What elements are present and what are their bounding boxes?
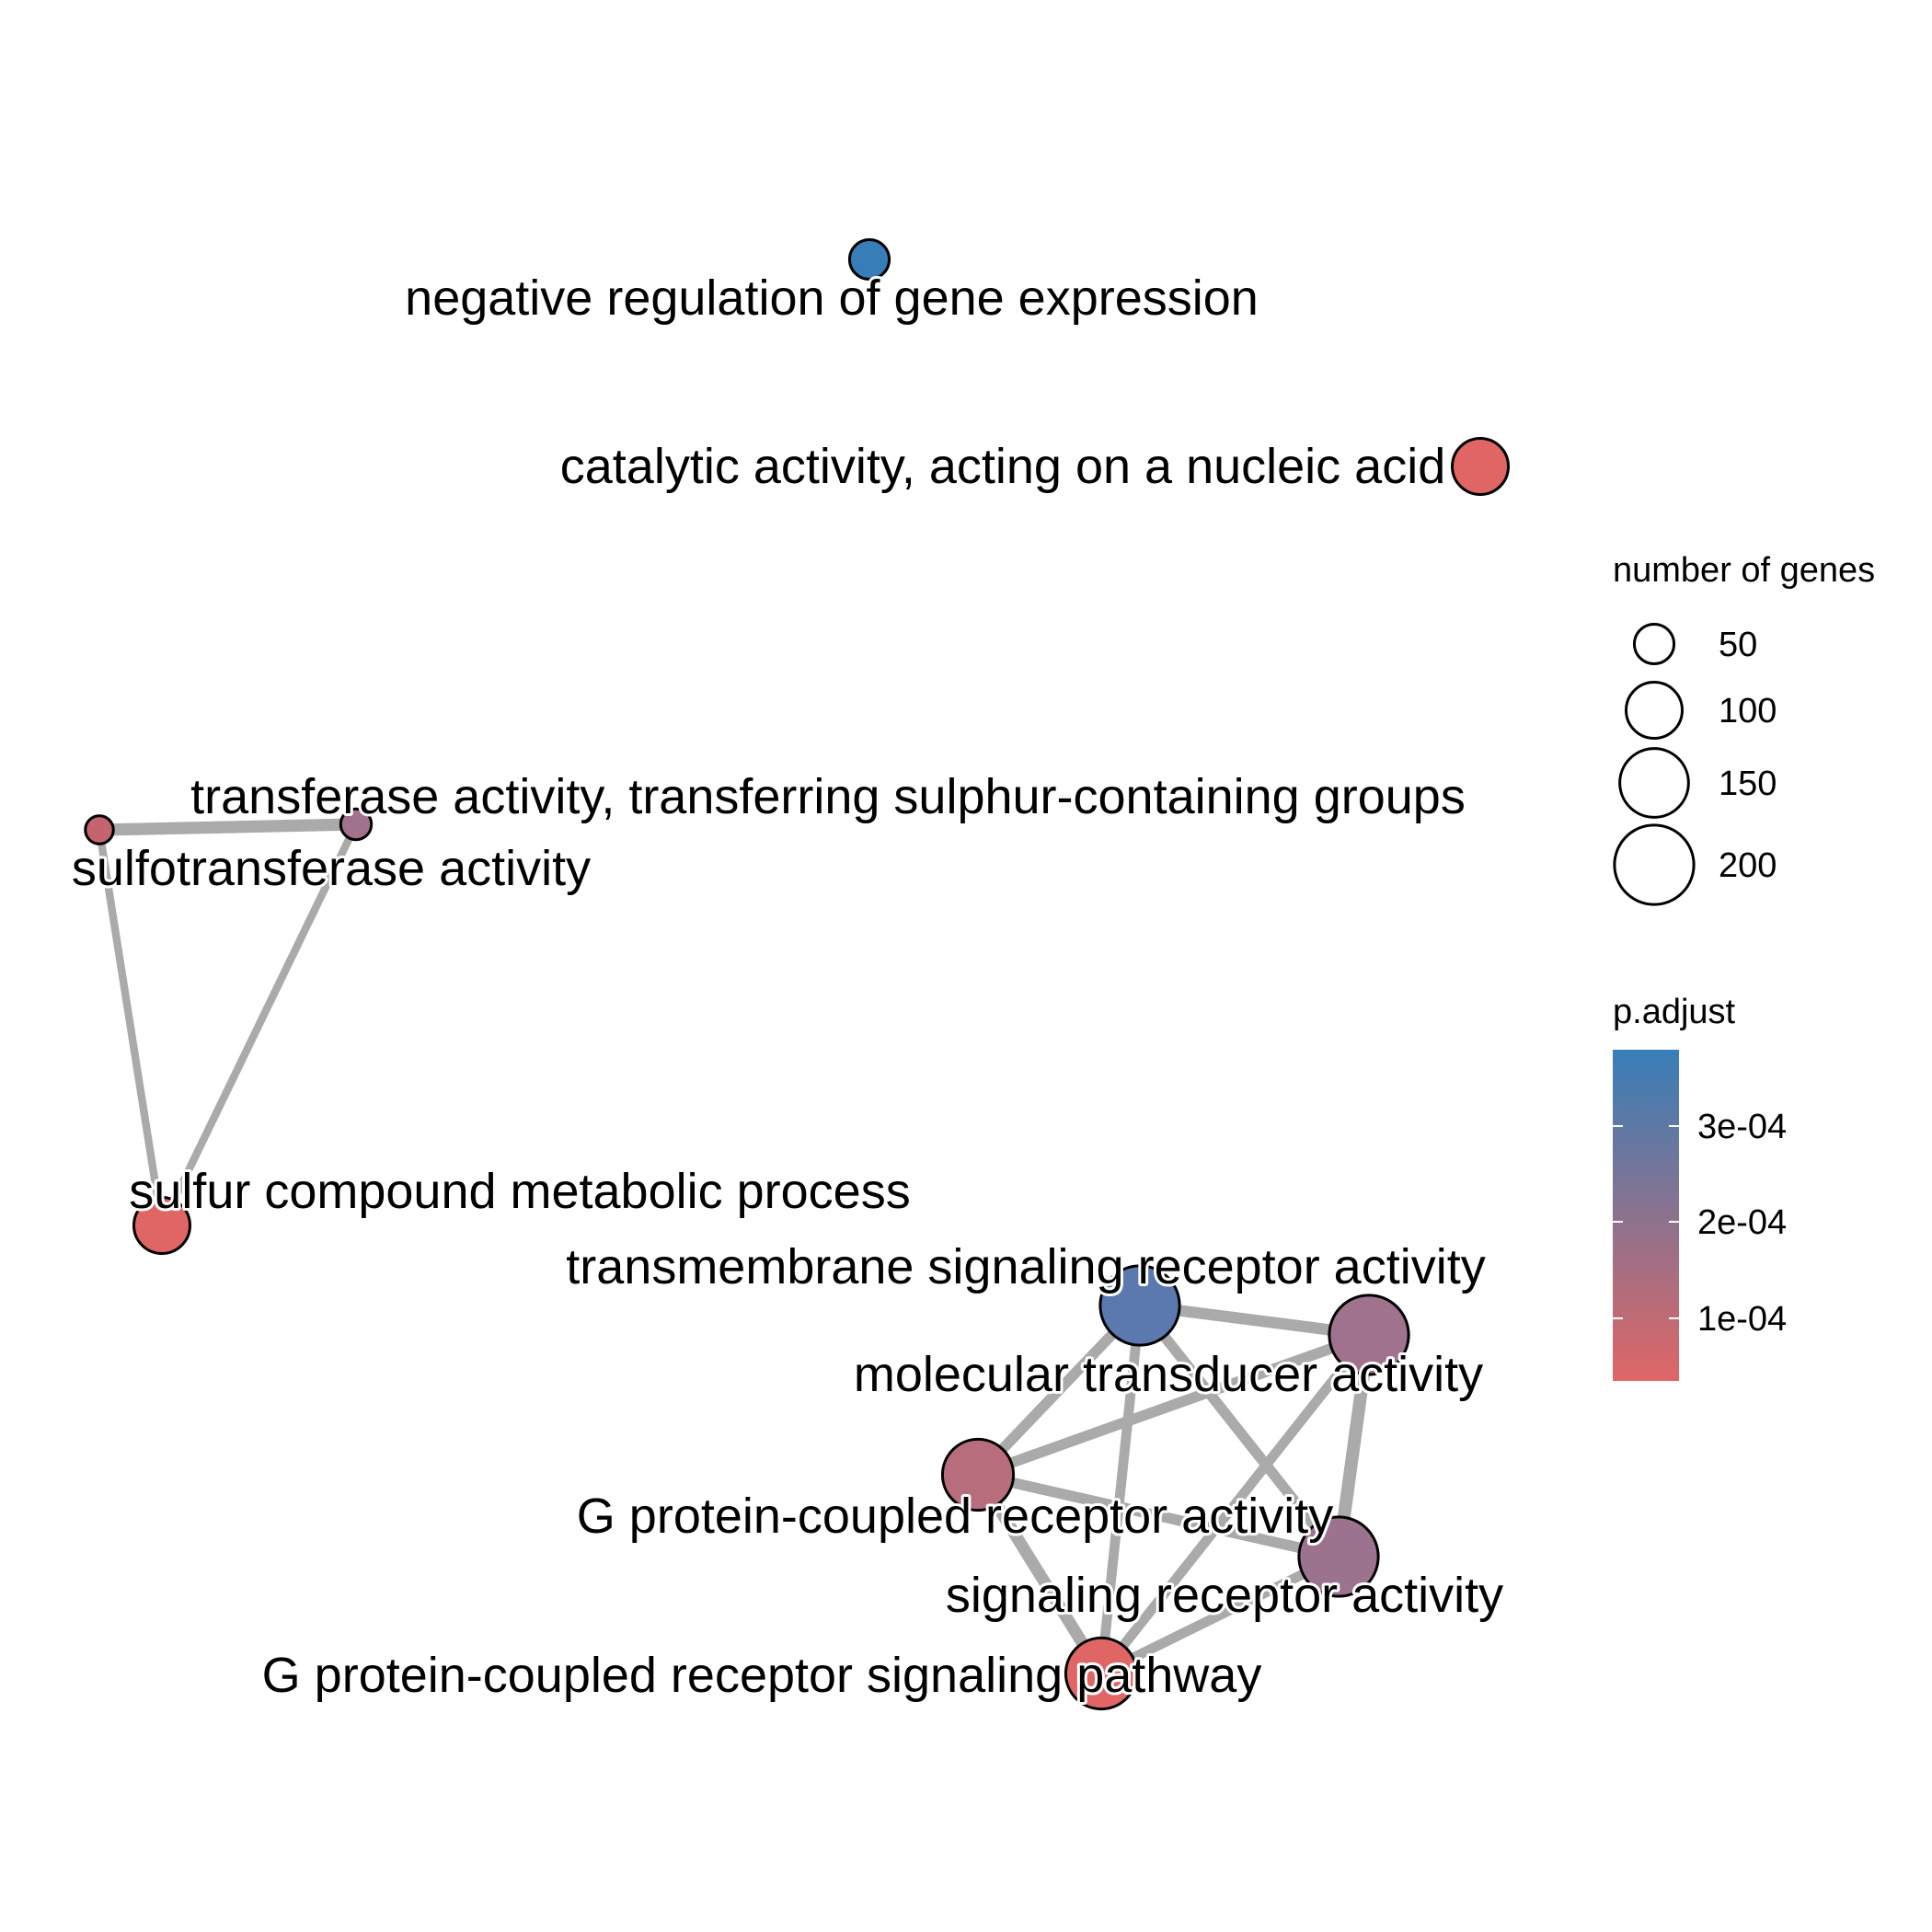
node-label-neg_reg: negative regulation of gene expression (405, 270, 1259, 326)
node-sulfur (132, 1196, 191, 1255)
size-legend-label: 150 (1719, 765, 1777, 803)
node-label-molecular: molecular transducer activity (854, 1347, 1483, 1402)
color-legend: p.adjust 1e-04 2e-04 3e-04 (1613, 993, 1787, 1381)
edge-gpcr_act-signaling (976, 1469, 1340, 1562)
size-legend-circle (1625, 681, 1684, 740)
node-transmembrane (1098, 1264, 1181, 1347)
node-sulfotransferase (84, 814, 115, 845)
color-legend-label: 3e-04 (1697, 1108, 1787, 1146)
color-legend-title: p.adjust (1613, 993, 1736, 1031)
size-legend-label: 100 (1719, 692, 1777, 730)
edge-gpcr_act-gpcr_path (972, 1471, 1107, 1677)
node-gpcr_act (940, 1437, 1016, 1512)
size-legend-circle (1632, 622, 1676, 666)
node-catalytic (1451, 437, 1510, 496)
size-legend: number of genes 50 100 150 200 (1613, 551, 1875, 906)
size-legend-label: 200 (1719, 846, 1777, 885)
node-label-gpcr_path: G protein-coupled receptor signaling pat… (262, 1648, 1262, 1703)
node-transferase (339, 807, 374, 842)
node-labels: negative regulation of gene expression ca… (69, 268, 1506, 1706)
node-label-catalytic: catalytic activity, acting on a nucleic … (560, 439, 1445, 494)
edge-transmembrane-gpcr_path (1096, 1305, 1145, 1674)
color-legend-bar (1613, 1050, 1679, 1381)
node-gpcr_path (1064, 1636, 1139, 1711)
node-label-signaling: signaling receptor activity (946, 1568, 1503, 1623)
node-label-transmembrane: transmembrane signaling receptor activit… (566, 1239, 1485, 1294)
node-label-transferase: transferase activity, transferring sulph… (190, 769, 1466, 824)
size-legend-label: 50 (1719, 626, 1757, 664)
network-edges (95, 818, 1375, 1678)
node-label-gpcr_act: G protein-coupled receptor activity (577, 1489, 1333, 1544)
size-legend-title: number of genes (1613, 551, 1875, 590)
size-legend-circle (1613, 823, 1696, 906)
edge-transmembrane-signaling (1135, 1302, 1343, 1560)
size-legend-circle (1618, 747, 1690, 819)
edge-sulfotransferase-transferase (98, 818, 357, 836)
node-label-sulfur: sulfur compound metabolic process (129, 1164, 910, 1219)
node-signaling (1297, 1515, 1380, 1598)
color-legend-label: 2e-04 (1697, 1203, 1787, 1242)
edge-signaling-gpcr_path (1098, 1552, 1341, 1678)
node-label-sulfotransferase: sulfotransferase activity (72, 841, 591, 896)
edge-transferase-sulfur (158, 822, 360, 1227)
color-legend-label: 1e-04 (1697, 1300, 1787, 1339)
node-neg_reg (847, 237, 891, 282)
edge-sulfotransferase-sulfur (95, 829, 167, 1226)
network-nodes (84, 237, 1510, 1711)
node-molecular (1328, 1294, 1410, 1376)
edge-molecular-gpcr_path (1097, 1331, 1374, 1677)
edge-molecular-gpcr_act (976, 1329, 1371, 1480)
